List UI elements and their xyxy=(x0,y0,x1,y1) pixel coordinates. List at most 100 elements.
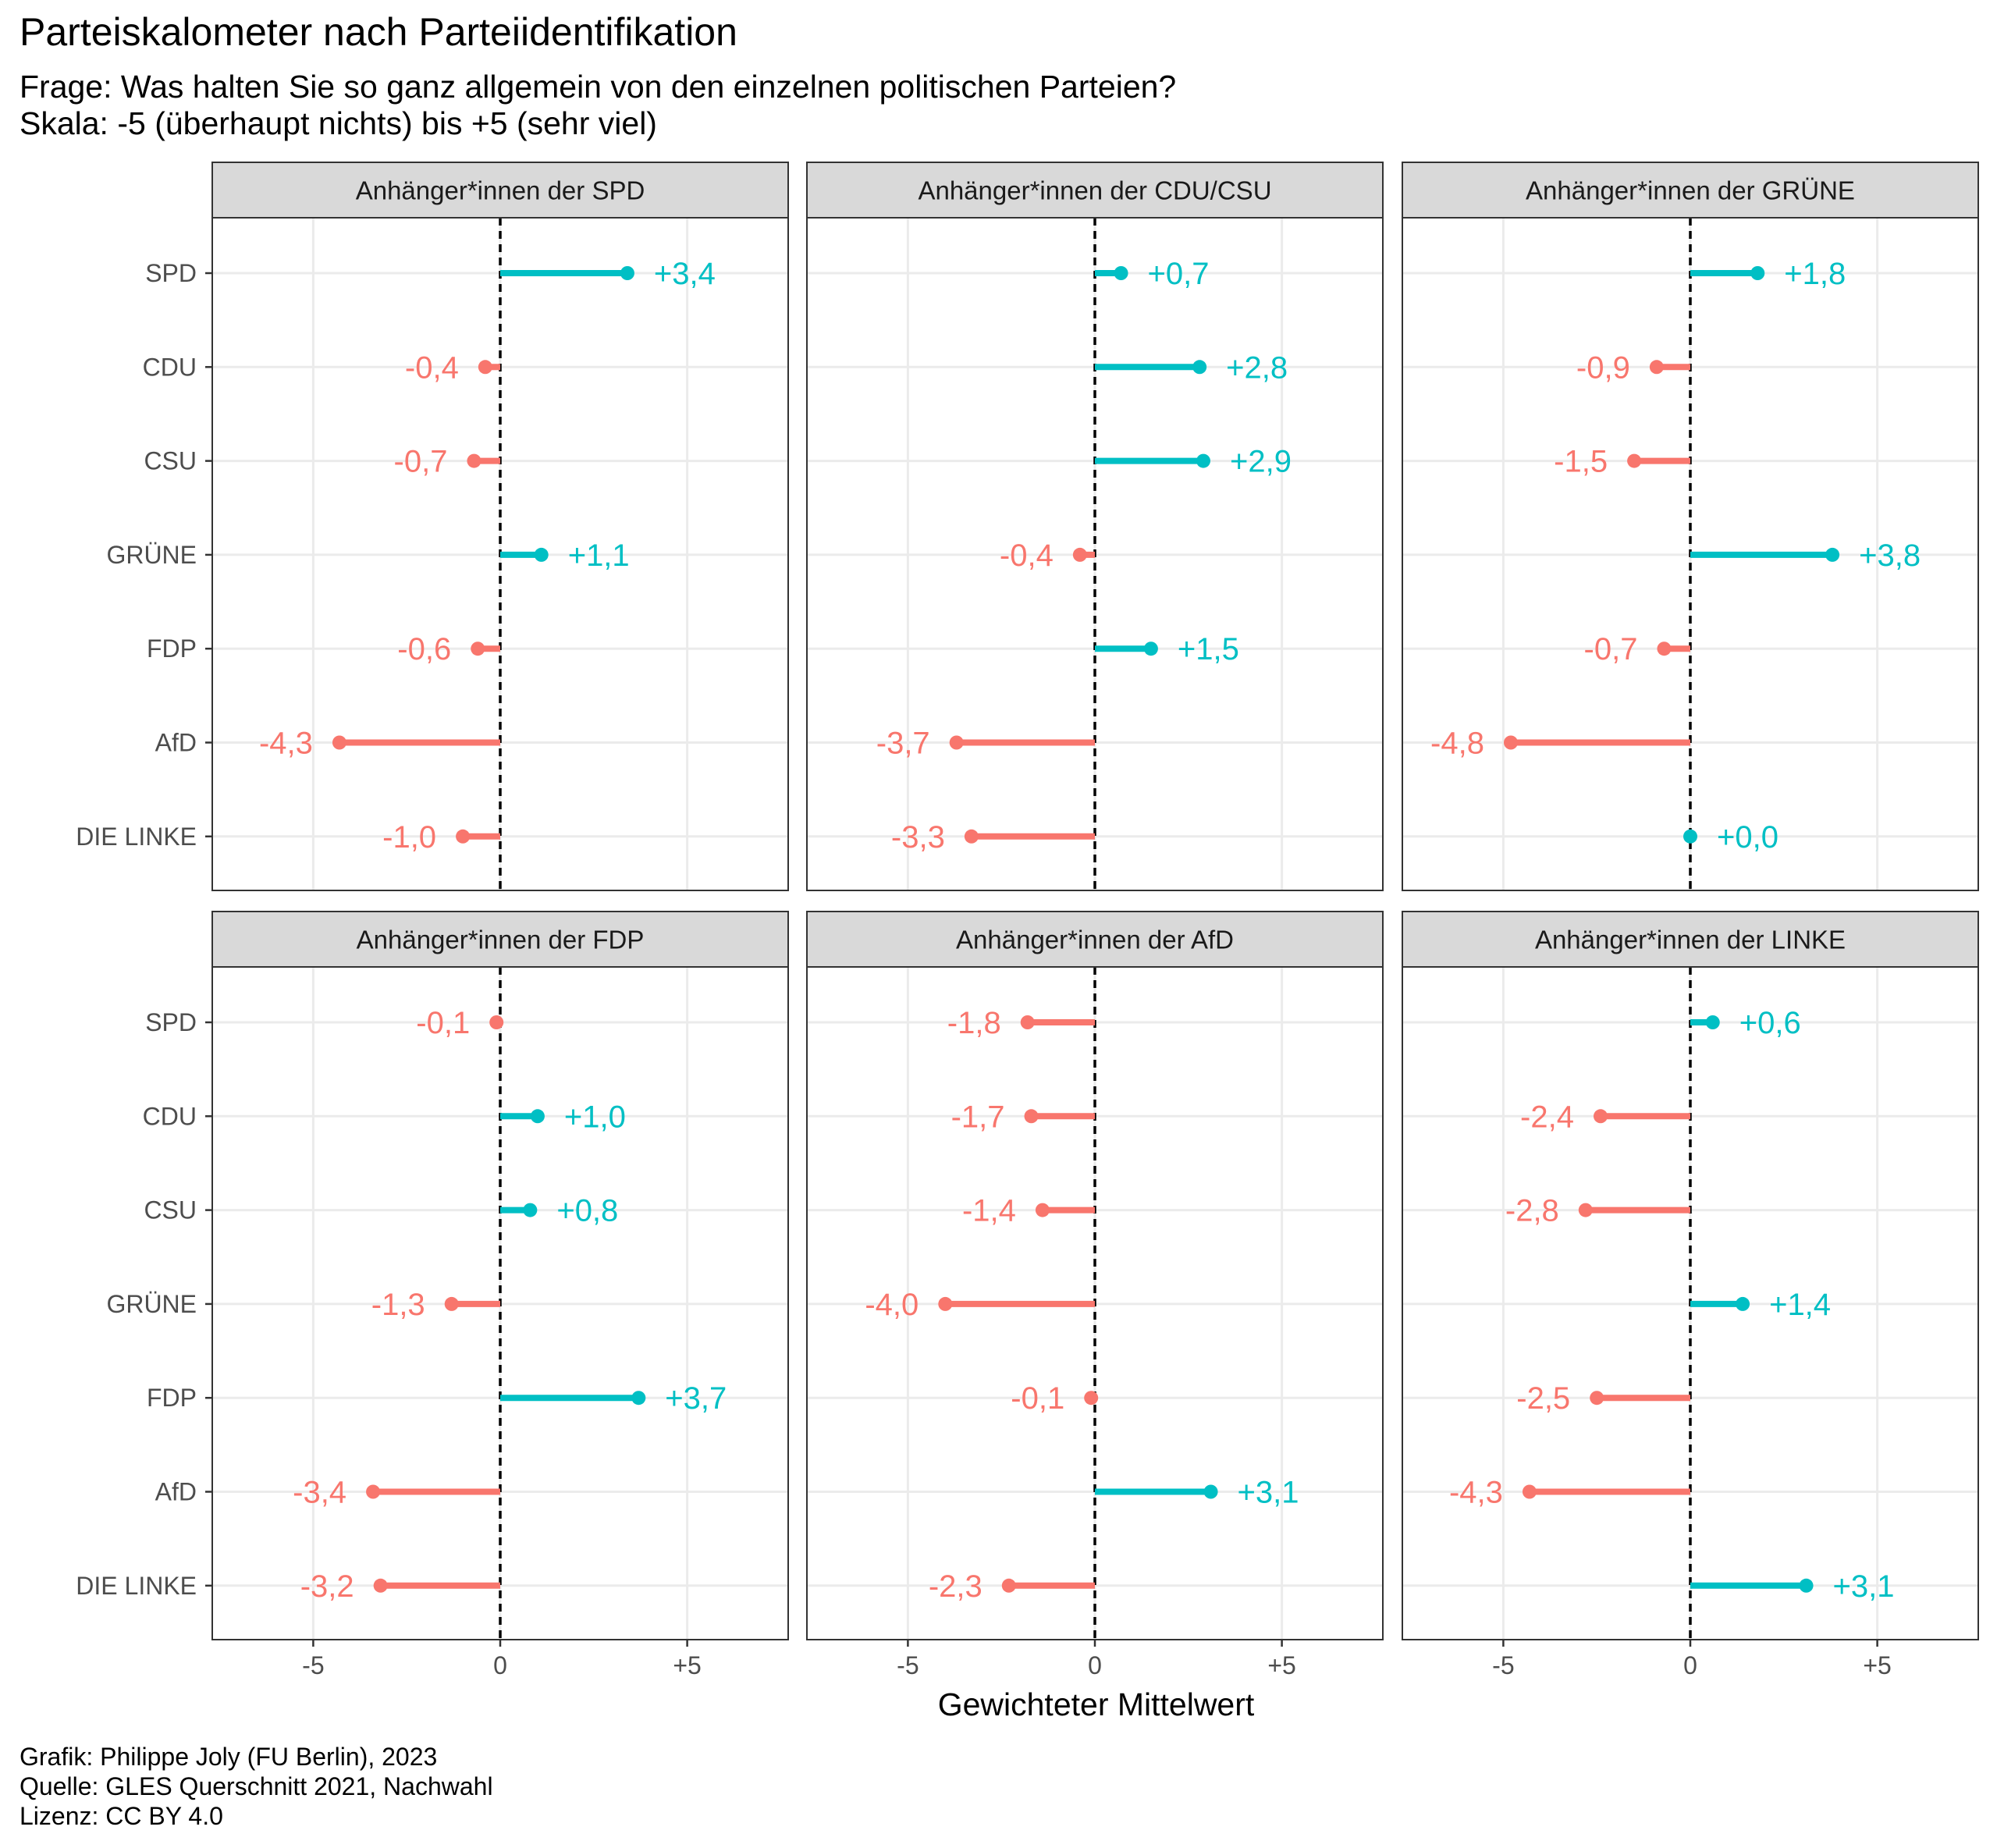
value-label: -3,2 xyxy=(300,1569,354,1604)
value-label: -0,7 xyxy=(1584,632,1638,666)
facet-strip xyxy=(806,911,1384,968)
caption-license: Lizenz: CC BY 4.0 xyxy=(20,1802,223,1830)
lollipop-point xyxy=(1590,1391,1604,1406)
x-tick-label: 0 xyxy=(1088,1651,1102,1679)
facet-strip-label: Anhänger*innen der AfD xyxy=(956,926,1234,954)
value-label: -0,6 xyxy=(397,632,451,666)
value-label: -2,3 xyxy=(929,1569,983,1604)
value-label: +0,0 xyxy=(1717,820,1778,855)
lollipop-point xyxy=(1192,360,1207,375)
value-label: -1,7 xyxy=(951,1100,1005,1134)
value-label: -0,9 xyxy=(1576,350,1630,385)
lollipop-point xyxy=(1114,266,1128,280)
lollipop-point xyxy=(1072,547,1087,562)
facet-strip xyxy=(1402,911,1979,968)
value-label: +3,1 xyxy=(1833,1569,1895,1604)
x-tick-label: +5 xyxy=(1863,1651,1891,1679)
value-label: -0,4 xyxy=(405,350,459,385)
lollipop-point xyxy=(478,360,492,375)
panel-border xyxy=(1402,217,1979,891)
lollipop-point xyxy=(1196,453,1210,468)
facet-strip xyxy=(211,162,789,219)
lollipop-point xyxy=(1020,1015,1035,1029)
value-label: -4,3 xyxy=(1449,1476,1503,1510)
y-tick-label: CDU xyxy=(143,353,197,381)
y-tick-label: GRÜNE xyxy=(106,1290,197,1318)
value-label: -2,8 xyxy=(1505,1194,1559,1228)
y-tick-label: DIE LINKE xyxy=(76,1572,197,1600)
x-axis-title: Gewichteter Mittelwert xyxy=(937,1686,1255,1722)
lollipop-point xyxy=(1750,266,1765,280)
lollipop-point xyxy=(964,829,979,844)
facet-strip-label: Anhänger*innen der LINKE xyxy=(1535,926,1846,954)
y-tick-label: CSU xyxy=(144,447,197,475)
lollipop-point xyxy=(949,735,964,750)
y-tick-label: GRÜNE xyxy=(106,541,197,569)
value-label: +3,1 xyxy=(1238,1476,1299,1510)
value-label: +2,9 xyxy=(1230,445,1292,479)
chart-title: Parteiskalometer nach Parteiidentifikati… xyxy=(20,10,737,54)
lollipop-point xyxy=(1001,1578,1016,1593)
value-label: -1,5 xyxy=(1554,445,1608,479)
y-tick-label: SPD xyxy=(145,259,197,287)
value-label: +0,8 xyxy=(556,1194,618,1228)
value-label: +0,6 xyxy=(1739,1006,1801,1040)
value-label: -2,4 xyxy=(1520,1100,1574,1134)
y-tick-label: AfD xyxy=(155,729,197,757)
value-label: +3,4 xyxy=(654,257,716,291)
y-tick-label: CDU xyxy=(143,1102,197,1130)
lollipop-point xyxy=(1503,735,1518,750)
value-label: -1,3 xyxy=(371,1288,425,1322)
y-tick-label: AfD xyxy=(155,1478,197,1506)
lollipop-point xyxy=(1736,1296,1750,1311)
facet-strip-label: Anhänger*innen der FDP xyxy=(357,926,645,954)
chart-subtitle-question: Frage: Was halten Sie so ganz allgemein … xyxy=(20,69,1177,105)
lollipop-point xyxy=(1203,1484,1218,1499)
lollipop-point xyxy=(366,1484,381,1499)
lollipop-point xyxy=(1683,829,1697,844)
value-label: -1,4 xyxy=(962,1194,1016,1228)
value-label: +1,4 xyxy=(1769,1288,1831,1322)
facet-strip xyxy=(211,911,789,968)
y-tick-label: FDP xyxy=(147,1384,197,1412)
lollipop-point xyxy=(1705,1015,1720,1029)
x-tick-label: 0 xyxy=(1683,1651,1697,1679)
lollipop-point xyxy=(1657,641,1672,656)
lollipop-point xyxy=(489,1015,504,1029)
lollipop-point xyxy=(534,547,549,562)
value-label: +3,7 xyxy=(665,1381,727,1416)
x-tick-label: +5 xyxy=(1267,1651,1295,1679)
value-label: -4,0 xyxy=(865,1288,919,1322)
x-tick-label: -5 xyxy=(302,1651,324,1679)
value-label: -0,1 xyxy=(416,1006,470,1040)
value-label: -3,4 xyxy=(293,1476,346,1510)
x-tick-label: 0 xyxy=(493,1651,507,1679)
caption-source: Quelle: GLES Querschnitt 2021, Nachwahl xyxy=(20,1772,493,1800)
lollipop-point xyxy=(1578,1203,1593,1217)
lollipop-point xyxy=(444,1296,459,1311)
lollipop-point xyxy=(467,453,481,468)
facet-strip-label: Anhänger*innen der CDU/CSU xyxy=(918,176,1271,205)
value-label: +2,8 xyxy=(1226,350,1288,385)
lollipop-point xyxy=(471,641,485,656)
caption-author: Grafik: Philippe Joly (FU Berlin), 2023 xyxy=(20,1743,438,1771)
x-tick-label: -5 xyxy=(1492,1651,1514,1679)
value-label: +1,5 xyxy=(1178,632,1239,666)
value-label: -1,0 xyxy=(382,820,436,855)
lollipop-point xyxy=(1627,453,1642,468)
x-tick-label: -5 xyxy=(897,1651,919,1679)
lollipop-point xyxy=(530,1109,545,1124)
chart-subtitle-scale: Skala: -5 (überhaupt nichts) bis +5 (seh… xyxy=(20,105,657,141)
value-label: +1,1 xyxy=(568,538,630,573)
value-label: +1,8 xyxy=(1784,257,1846,291)
y-tick-label: DIE LINKE xyxy=(76,823,197,851)
value-label: -3,3 xyxy=(891,820,945,855)
y-tick-label: CSU xyxy=(144,1196,197,1224)
value-label: -2,5 xyxy=(1516,1381,1570,1416)
value-label: -3,7 xyxy=(876,727,930,761)
value-label: -0,1 xyxy=(1011,1381,1064,1416)
y-tick-label: SPD xyxy=(145,1008,197,1036)
facet-strip-label: Anhänger*innen der SPD xyxy=(356,176,645,205)
facet-strip-label: Anhänger*innen der GRÜNE xyxy=(1526,176,1855,205)
lollipop-point xyxy=(938,1296,953,1311)
